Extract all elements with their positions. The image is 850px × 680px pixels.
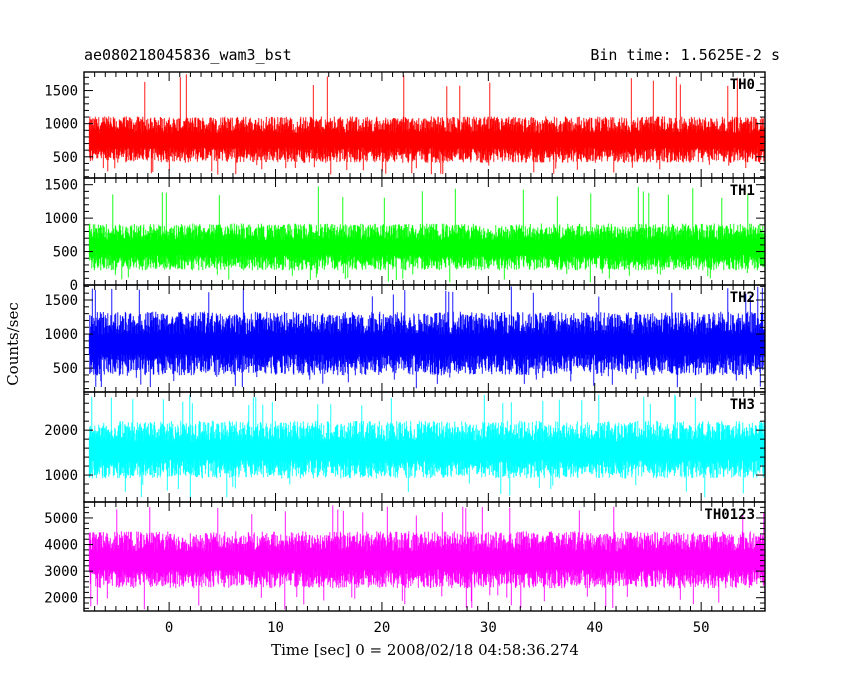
x-tick-label: 30 — [480, 620, 497, 636]
panel-th0123: 2000 3000 4000 5000 TH0123 — [44, 501, 766, 612]
series-th0123 — [88, 505, 765, 610]
y-tick-label: 1500 — [44, 293, 78, 309]
x-axis: 0 10 20 30 40 50 — [165, 620, 710, 636]
y-tick-label: 1000 — [44, 468, 78, 484]
series-th2 — [88, 286, 765, 389]
bin-time-label: Bin time: 1.5625E-2 s — [590, 46, 780, 64]
y-tick-label: 3000 — [44, 564, 78, 580]
y-tick-label: 5000 — [44, 511, 78, 527]
series-th3 — [88, 394, 765, 498]
x-tick-label: 0 — [165, 620, 173, 636]
panel-th1: 0 500 1000 1500 TH1 — [44, 177, 766, 294]
panel-label: TH3 — [730, 397, 755, 413]
series-th1 — [88, 186, 765, 283]
panel-label: TH0 — [730, 77, 755, 93]
x-tick-label: 50 — [693, 620, 710, 636]
y-tick-label: 500 — [53, 361, 78, 377]
y-tick-label: 0 — [70, 278, 78, 294]
y-tick-label: 500 — [53, 150, 78, 166]
y-tick-label: 4000 — [44, 538, 78, 554]
panel-label: TH2 — [730, 290, 755, 306]
figure-title: ae080218045836_wam3_bst — [84, 46, 292, 64]
panels: 500 1000 1500 TH0 0 500 1000 1500 TH1 500 1000 1500… — [44, 71, 766, 612]
y-tick-label: 1500 — [44, 178, 78, 194]
y-tick-label: 1000 — [44, 211, 78, 227]
panel-th2: 500 1000 1500 TH2 — [44, 284, 766, 393]
x-axis-label: Time [sec] 0 = 2008/02/18 04:58:36.274 — [271, 641, 579, 659]
y-tick-label: 1000 — [44, 327, 78, 343]
x-tick-label: 10 — [267, 620, 284, 636]
x-tick-label: 20 — [374, 620, 391, 636]
y-tick-label: 2000 — [44, 423, 78, 439]
panel-th3: 1000 2000 TH3 — [44, 391, 766, 503]
y-tick-label: 2000 — [44, 591, 78, 607]
x-tick-label: 40 — [586, 620, 603, 636]
y-tick-label: 500 — [53, 245, 78, 261]
panel-th0: 500 1000 1500 TH0 — [44, 71, 766, 179]
y-axis-label: Counts/sec — [4, 302, 22, 386]
y-tick-label: 1000 — [44, 117, 78, 133]
series-th0 — [88, 74, 765, 175]
panel-label: TH1 — [730, 183, 755, 199]
panel-label: TH0123 — [704, 507, 755, 523]
y-tick-label: 1500 — [44, 84, 78, 100]
